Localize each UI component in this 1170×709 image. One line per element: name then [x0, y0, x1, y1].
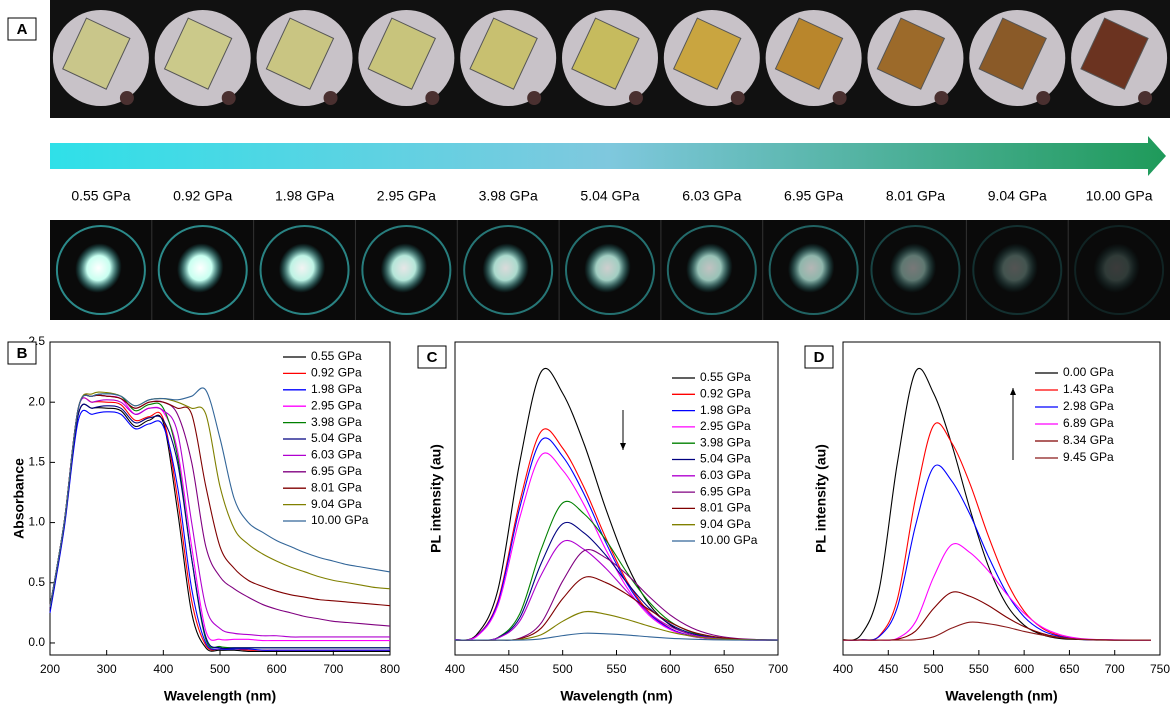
x-tick-label: 700: [323, 662, 343, 676]
x-tick-label: 400: [153, 662, 173, 676]
pressure-label: 10.00 GPa: [1086, 188, 1153, 204]
x-tick-label: 500: [924, 662, 944, 676]
legend-label: 6.03 GPa: [311, 448, 362, 462]
legend-label: 3.98 GPa: [311, 415, 362, 429]
panel-label: D: [814, 349, 825, 366]
legend-label: 0.00 GPa: [1063, 365, 1114, 379]
legend-label: 9.45 GPa: [1063, 450, 1114, 464]
y-axis-label: Absorbance: [11, 458, 27, 539]
legend-label: 1.43 GPa: [1063, 382, 1114, 396]
x-tick-label: 500: [553, 662, 573, 676]
legend-label: 5.04 GPa: [700, 452, 751, 466]
legend-label: 2.95 GPa: [700, 419, 751, 433]
pressure-label: 8.01 GPa: [886, 188, 945, 204]
legend-label: 6.95 GPa: [311, 464, 362, 478]
legend-label: 1.98 GPa: [700, 403, 751, 417]
pressure-label: 2.95 GPa: [377, 188, 436, 204]
pressure-label: 0.55 GPa: [71, 188, 130, 204]
panel-label: B: [17, 345, 28, 362]
x-tick-label: 600: [660, 662, 680, 676]
legend-label: 0.55 GPa: [311, 349, 362, 363]
figure: A 0.55 GPa 0.92 GPa 1.98 GPa 2.95 GPa 3.98 G…: [0, 0, 1170, 709]
series-line: [50, 410, 390, 650]
y-axis-label: PL intensity (au): [428, 444, 444, 553]
legend-label: 3.98 GPa: [700, 435, 751, 449]
y-tick-label: 1.5: [28, 455, 45, 469]
series-line: [843, 465, 1151, 640]
marker: [629, 91, 643, 105]
legend-label: 8.34 GPa: [1063, 433, 1114, 447]
legend-label: 10.00 GPa: [700, 533, 758, 547]
marker: [833, 91, 847, 105]
x-tick-label: 550: [969, 662, 989, 676]
legend-label: 5.04 GPa: [311, 431, 362, 445]
pressure-label: 1.98 GPa: [275, 188, 334, 204]
x-tick-label: 600: [1014, 662, 1034, 676]
y-tick-label: 0.5: [28, 575, 45, 589]
legend-label: 1.98 GPa: [311, 382, 362, 396]
x-tick-label: 450: [878, 662, 898, 676]
panel-label: C: [427, 349, 438, 366]
x-tick-label: 750: [1150, 662, 1170, 676]
legend-label: 2.95 GPa: [311, 398, 362, 412]
legend-label: 6.89 GPa: [1063, 416, 1114, 430]
y-tick-label: 2.0: [28, 394, 45, 408]
x-tick-label: 550: [606, 662, 626, 676]
pressure-label: 5.04 GPa: [580, 188, 639, 204]
legend-label: 6.95 GPa: [700, 484, 751, 498]
pressure-label: 9.04 GPa: [988, 188, 1047, 204]
x-axis-label: Wavelength (nm): [560, 688, 672, 704]
x-tick-label: 300: [97, 662, 117, 676]
legend-label: 8.01 GPa: [311, 480, 362, 494]
legend-label: 8.01 GPa: [700, 501, 751, 515]
legend-label: 2.98 GPa: [1063, 399, 1114, 413]
legend-label: 0.92 GPa: [311, 366, 362, 380]
marker: [222, 91, 236, 105]
pressure-arrow: [50, 136, 1166, 176]
marker: [120, 91, 134, 105]
series-line: [843, 592, 1151, 640]
x-tick-label: 400: [833, 662, 853, 676]
x-tick-label: 650: [714, 662, 734, 676]
y-axis-label: PL intensity (au): [813, 444, 829, 553]
legend-label: 9.04 GPa: [700, 517, 751, 531]
legend-label: 6.03 GPa: [700, 468, 751, 482]
y-tick-label: 0.0: [28, 635, 45, 649]
legend-label: 0.55 GPa: [700, 370, 751, 384]
legend-label: 9.04 GPa: [311, 497, 362, 511]
marker: [425, 91, 439, 105]
x-tick-label: 700: [768, 662, 788, 676]
pressure-label: 6.95 GPa: [784, 188, 843, 204]
y-tick-label: 1.0: [28, 515, 45, 529]
pressure-label: 0.92 GPa: [173, 188, 232, 204]
trend-arrowhead: [1010, 388, 1016, 395]
x-tick-label: 450: [499, 662, 519, 676]
x-tick-label: 600: [267, 662, 287, 676]
marker: [731, 91, 745, 105]
marker: [324, 91, 338, 105]
x-tick-label: 400: [445, 662, 465, 676]
x-tick-label: 700: [1105, 662, 1125, 676]
page: {"panel_a": {"panel": "A", "pressures": …: [0, 0, 1170, 709]
pressure-label: 6.03 GPa: [682, 188, 741, 204]
legend-label: 10.00 GPa: [311, 513, 369, 527]
trend-arrowhead: [620, 443, 626, 450]
x-tick-label: 650: [1059, 662, 1079, 676]
marker: [527, 91, 541, 105]
x-tick-label: 800: [380, 662, 400, 676]
x-axis-label: Wavelength (nm): [945, 688, 1057, 704]
legend-label: 0.92 GPa: [700, 386, 751, 400]
marker: [1138, 91, 1152, 105]
x-tick-label: 200: [40, 662, 60, 676]
x-tick-label: 500: [210, 662, 230, 676]
panel-label: A: [17, 21, 28, 38]
marker: [1036, 91, 1050, 105]
marker: [934, 91, 948, 105]
x-axis-label: Wavelength (nm): [164, 688, 276, 704]
pressure-label: 3.98 GPa: [479, 188, 538, 204]
